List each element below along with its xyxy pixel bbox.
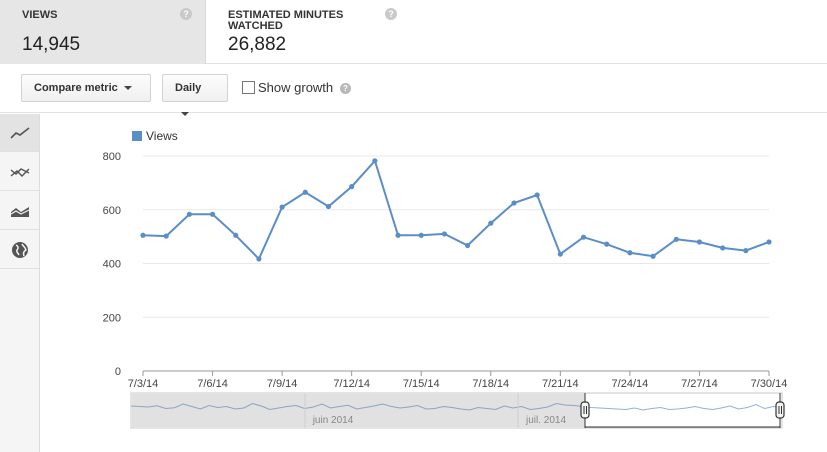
data-point[interactable] <box>488 220 494 226</box>
data-point[interactable] <box>580 234 587 240</box>
data-point[interactable] <box>557 251 563 257</box>
data-point[interactable] <box>696 239 703 245</box>
legend-label: Views <box>146 129 178 143</box>
data-point[interactable] <box>464 242 471 249</box>
show-growth-checkbox[interactable] <box>242 81 255 94</box>
data-point[interactable] <box>302 189 308 195</box>
navigator-frame <box>130 392 783 429</box>
data-point[interactable] <box>209 211 216 217</box>
x-tick-label: 7/12/14 <box>333 378 370 390</box>
x-tick-label: 7/6/14 <box>197 378 228 390</box>
metric-card-views[interactable]: VIEWS 14,945 ? <box>0 0 206 64</box>
multi-line-chart-icon <box>10 167 29 177</box>
data-point[interactable] <box>325 203 332 210</box>
chart-controls: Compare metric Daily Show growth ? <box>0 65 827 117</box>
data-point[interactable] <box>766 239 772 245</box>
data-point[interactable] <box>511 200 517 206</box>
multi-line-chart-button[interactable] <box>0 153 39 191</box>
help-icon[interactable]: ? <box>180 8 192 20</box>
metric-label: ESTIMATED MINUTES WATCHED <box>228 9 344 32</box>
x-tick-label: 7/27/14 <box>681 378 718 390</box>
dropdown-caret-icon <box>123 86 132 91</box>
legend-swatch <box>132 131 142 141</box>
line-chart-icon <box>9 126 29 139</box>
navigator-left-handle[interactable] <box>580 401 590 419</box>
navigator-right-handle[interactable] <box>775 401 785 419</box>
x-tick-label: 7/9/14 <box>267 378 298 390</box>
dropdown-caret-icon <box>181 112 189 117</box>
data-point[interactable] <box>743 248 749 254</box>
chart-legend: Views <box>132 129 178 143</box>
data-point[interactable] <box>186 211 192 217</box>
x-tick-label: 7/18/14 <box>472 378 509 390</box>
data-point[interactable] <box>233 232 239 238</box>
y-tick-label: 200 <box>103 312 121 324</box>
compare-metric-button[interactable]: Compare metric <box>21 74 151 102</box>
metric-value: 26,882 <box>228 34 287 55</box>
navigator-unselected-shade <box>132 394 585 427</box>
data-point[interactable] <box>673 236 679 242</box>
data-point[interactable] <box>395 232 401 238</box>
interval-dropdown[interactable]: Daily <box>162 74 228 117</box>
map-view-button[interactable] <box>0 231 39 269</box>
data-point[interactable] <box>650 253 656 259</box>
y-tick-label: 800 <box>103 151 121 163</box>
data-point[interactable] <box>627 250 633 256</box>
globe-icon <box>11 241 28 258</box>
chart-gridlines <box>143 155 769 372</box>
data-point[interactable] <box>441 231 448 237</box>
metric-bar: VIEWS 14,945 ? ESTIMATED MINUTES WATCHED… <box>0 0 827 64</box>
chart-series <box>140 158 772 262</box>
data-point[interactable] <box>256 256 262 262</box>
data-point[interactable] <box>372 158 378 164</box>
compare-metric-label: Compare metric <box>34 82 118 94</box>
area-chart-icon <box>10 206 29 217</box>
interval-label: Daily <box>175 82 202 94</box>
metric-card-estimated-minutes-watched[interactable]: ESTIMATED MINUTES WATCHED 26,882 ? <box>206 0 412 64</box>
chart-canvas: 0 200 400 600 800 7/3/14 7/6/14 7/9/14 7/12/14 7/… <box>103 129 788 429</box>
data-point[interactable] <box>534 192 540 198</box>
chart-type-sidebar <box>0 114 40 452</box>
range-navigator: juin 2014 juil. 2014 <box>130 392 785 429</box>
metric-label: VIEWS <box>22 9 58 21</box>
y-tick-label: 400 <box>103 259 121 271</box>
show-growth-label: Show growth <box>258 80 334 95</box>
data-point[interactable] <box>349 184 355 190</box>
data-point[interactable] <box>140 232 146 238</box>
data-point[interactable] <box>604 241 610 247</box>
x-tick-label: 7/3/14 <box>128 378 159 390</box>
x-tick-label: 7/15/14 <box>403 378 440 390</box>
data-point[interactable] <box>418 232 424 238</box>
data-point[interactable] <box>720 245 726 251</box>
x-tick-label: 7/21/14 <box>542 378 579 390</box>
x-tick-label: 7/24/14 <box>612 378 649 390</box>
series-line-views <box>142 158 770 261</box>
navigator-history-line <box>130 402 783 411</box>
line-chart-button[interactable] <box>0 114 39 152</box>
help-icon[interactable]: ? <box>385 8 397 20</box>
y-tick-label: 600 <box>103 205 121 217</box>
y-tick-label: 0 <box>115 366 121 378</box>
area-chart-button[interactable] <box>0 192 39 230</box>
x-tick-label: 7/30/14 <box>751 378 788 390</box>
help-icon[interactable]: ? <box>340 83 351 94</box>
chart-axes: 0 200 400 600 800 7/3/14 7/6/14 7/9/14 7/12/14 7/… <box>103 151 788 390</box>
navigator-month-label: juin 2014 <box>312 415 354 426</box>
views-line-chart: 0 200 400 600 800 7/3/14 7/6/14 7/9/14 7/12/14 7/… <box>41 114 827 452</box>
data-point[interactable] <box>163 233 169 239</box>
navigator-month-label: juil. 2014 <box>525 415 566 426</box>
metric-value: 14,945 <box>22 34 81 55</box>
data-point[interactable] <box>279 204 285 210</box>
